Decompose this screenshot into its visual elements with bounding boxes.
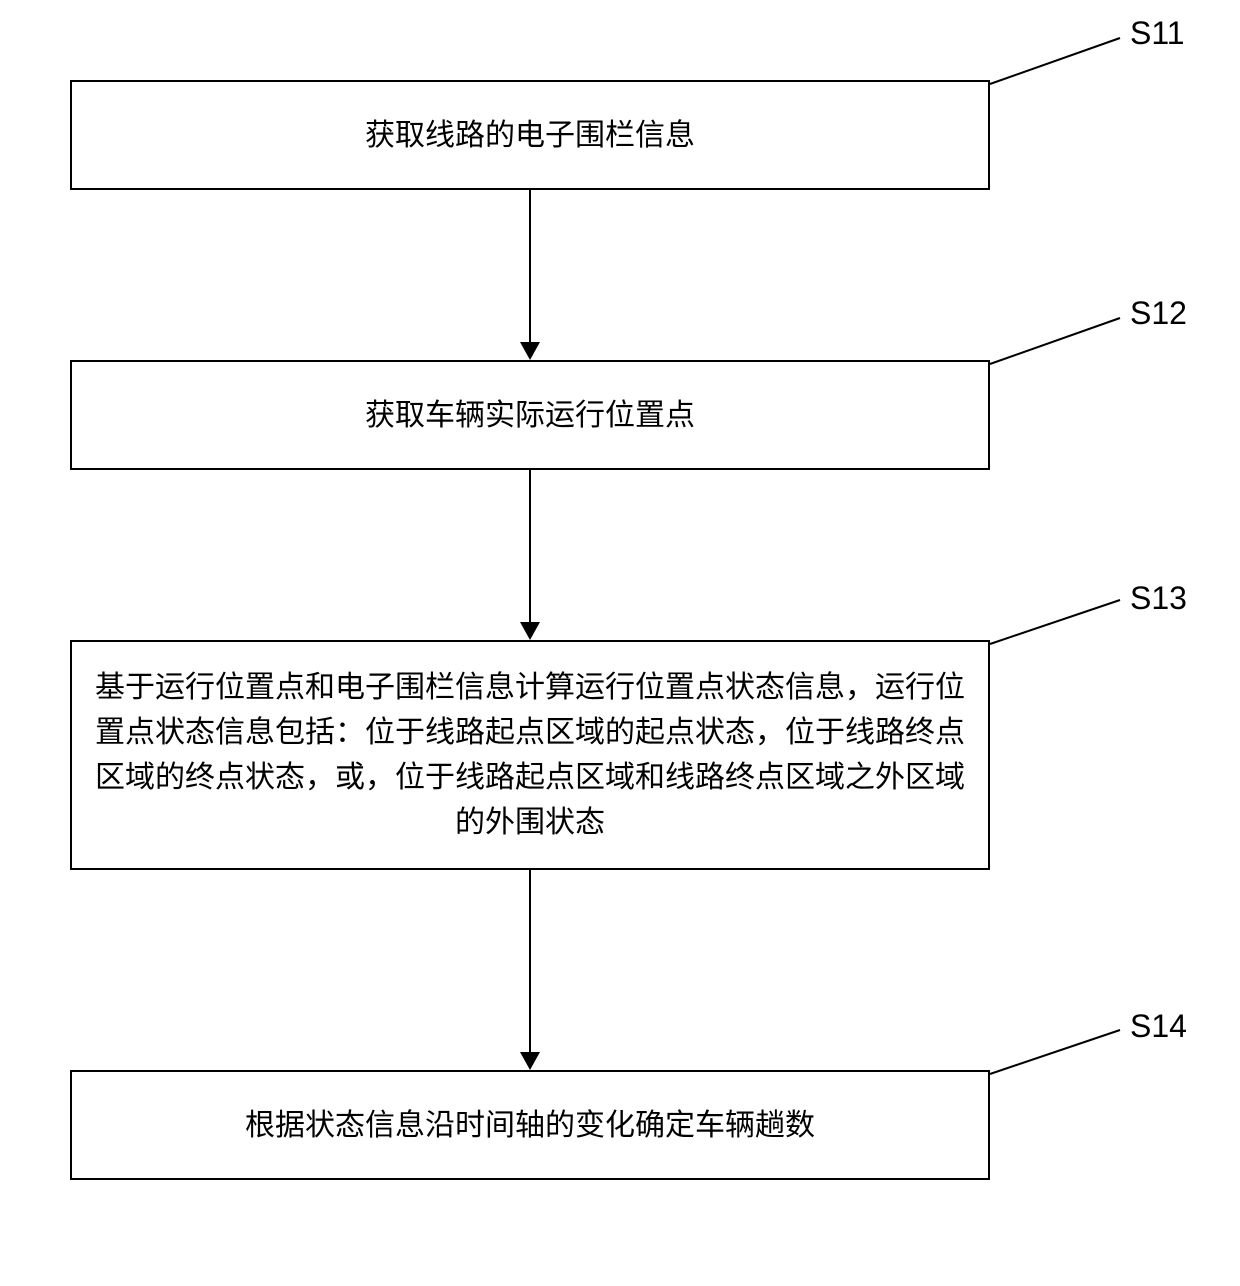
connector-s12-s13: [529, 470, 531, 622]
step-label-s11: S11: [1130, 15, 1185, 52]
arrow-s11-s12: [520, 342, 540, 360]
step-label-s14: S14: [1130, 1008, 1187, 1045]
step-box-s13: 基于运行位置点和电子围栏信息计算运行位置点状态信息，运行位置点状态信息包括：位于…: [70, 640, 990, 870]
step-text-s12: 获取车辆实际运行位置点: [365, 393, 695, 438]
step-box-s14: 根据状态信息沿时间轴的变化确定车辆趟数: [70, 1070, 990, 1180]
step-text-s14: 根据状态信息沿时间轴的变化确定车辆趟数: [245, 1103, 815, 1148]
connector-s13-s14: [529, 870, 531, 1052]
step-label-s12: S12: [1130, 295, 1187, 332]
step-label-s13: S13: [1130, 580, 1187, 617]
arrow-s12-s13: [520, 622, 540, 640]
arrow-s13-s14: [520, 1052, 540, 1070]
step-box-s12: 获取车辆实际运行位置点: [70, 360, 990, 470]
flowchart-container: 获取线路的电子围栏信息 S11 获取车辆实际运行位置点 S12 基于运行位置点和…: [0, 0, 1240, 1286]
step-box-s11: 获取线路的电子围栏信息: [70, 80, 990, 190]
step-text-s13: 基于运行位置点和电子围栏信息计算运行位置点状态信息，运行位置点状态信息包括：位于…: [92, 665, 968, 845]
step-text-s11: 获取线路的电子围栏信息: [365, 113, 695, 158]
connector-s11-s12: [529, 190, 531, 342]
